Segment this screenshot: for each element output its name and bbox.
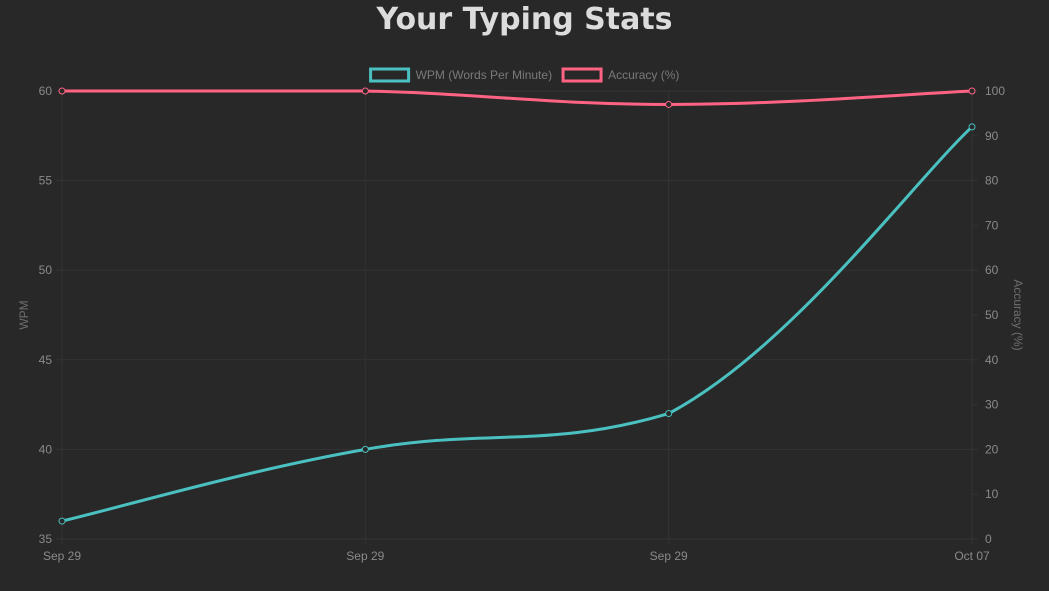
accuracy-data-point[interactable]: [58, 87, 66, 95]
y-left-tick-label: 40: [39, 442, 53, 456]
legend: WPM (Words Per Minute) Accuracy (%): [369, 67, 679, 83]
x-tick-label: Sep 29: [43, 549, 81, 563]
wpm-legend-swatch[interactable]: [369, 67, 411, 83]
accuracy-legend-swatch[interactable]: [561, 67, 603, 83]
y-left-tick-label: 45: [39, 353, 53, 367]
y-right-tick-label: 0: [985, 532, 992, 546]
y-right-tick-label: 40: [985, 353, 999, 367]
y-left-tick-label: 55: [39, 174, 53, 188]
wpm-data-point[interactable]: [665, 410, 673, 418]
accuracy-legend-label: Accuracy (%): [608, 68, 679, 82]
y-left-tick-label: 60: [39, 84, 53, 98]
axes-layer: 35 40 45 50 55 60 0 10 20 30 40 50 60 70 80 90 100 Sep 29…: [17, 84, 1025, 563]
accuracy-data-point[interactable]: [968, 87, 976, 95]
y-right-tick-label: 70: [985, 218, 999, 232]
accuracy-data-point[interactable]: [361, 87, 369, 95]
y-right-tick-label: 30: [985, 398, 999, 412]
y-right-tick-label: 20: [985, 442, 999, 456]
y-right-tick-label: 90: [985, 129, 999, 143]
wpm-series-line: [60, 125, 974, 523]
wpm-data-point[interactable]: [361, 445, 369, 453]
y-right-tick-label: 10: [985, 487, 999, 501]
wpm-data-point[interactable]: [58, 517, 66, 525]
accuracy-series-line: [60, 89, 974, 106]
y-right-tick-label: 100: [985, 84, 1005, 98]
y-left-axis-title: WPM: [17, 300, 31, 329]
y-right-tick-label: 80: [985, 174, 999, 188]
x-tick-label: Oct 07: [954, 549, 990, 563]
x-tick-label: Sep 29: [650, 549, 688, 563]
chart-title: Your Typing Stats: [376, 2, 673, 37]
grid-layer: [61, 90, 973, 540]
wpm-legend-label: WPM (Words Per Minute): [416, 68, 552, 82]
y-left-tick-label: 35: [39, 532, 53, 546]
y-left-tick-label: 50: [39, 263, 53, 277]
y-right-axis-title: Accuracy (%): [1011, 279, 1025, 350]
wpm-data-point[interactable]: [968, 123, 976, 131]
y-right-tick-label: 60: [985, 263, 999, 277]
y-right-tick-label: 50: [985, 308, 999, 322]
x-tick-label: Sep 29: [346, 549, 384, 563]
accuracy-data-point[interactable]: [665, 100, 673, 108]
series-layer: [58, 87, 976, 525]
